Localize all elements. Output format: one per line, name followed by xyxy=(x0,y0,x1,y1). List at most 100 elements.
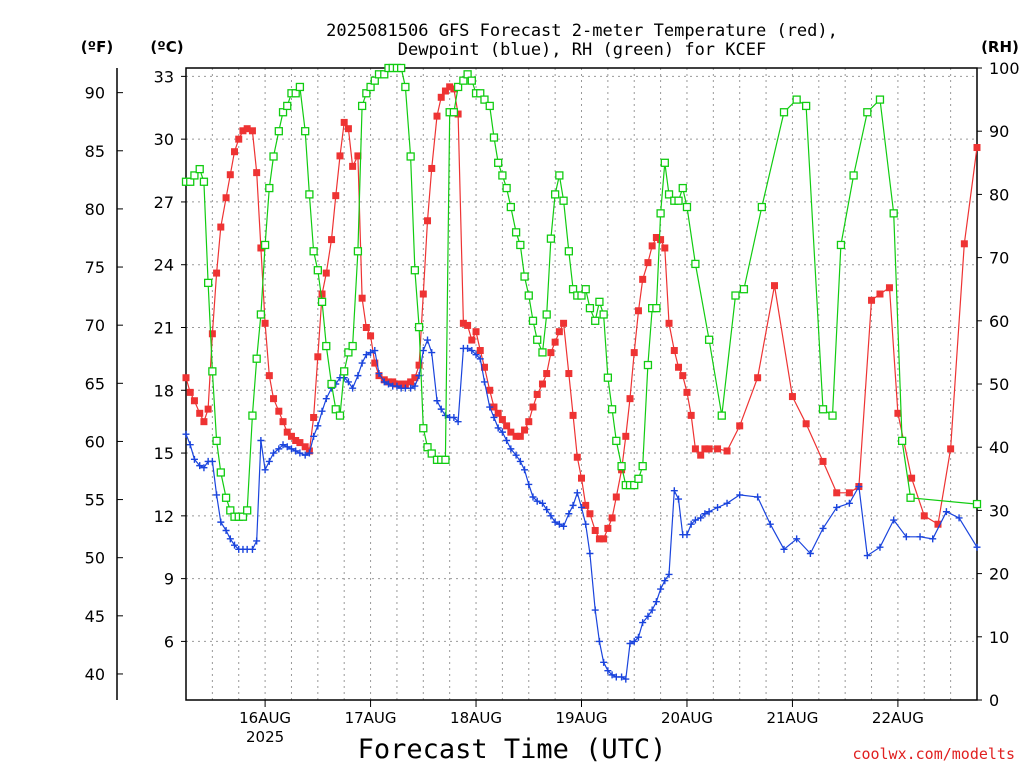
dewpoint-point xyxy=(222,526,230,534)
dewpoint-point xyxy=(780,545,788,553)
temperature-point xyxy=(697,451,705,459)
rh-point xyxy=(757,202,766,212)
dewpoint-point xyxy=(275,445,283,453)
rh-point xyxy=(818,405,828,414)
fahrenheit-tick-label: 90 xyxy=(85,84,105,103)
rh-point xyxy=(581,285,590,294)
dewpoint-point xyxy=(573,489,581,497)
rh-point xyxy=(568,285,578,294)
rh-point xyxy=(836,240,846,250)
x-tick-year-label: 2025 xyxy=(246,728,284,746)
dewpoint-point xyxy=(358,359,366,367)
temperature-point xyxy=(322,269,330,277)
temperature-point xyxy=(701,445,709,453)
temperature-point xyxy=(411,374,419,382)
rh-point xyxy=(195,164,204,174)
temperature-point xyxy=(419,290,427,298)
rh-point xyxy=(357,101,367,111)
dewpoint-point xyxy=(691,516,699,524)
celsius-tick-label: 15 xyxy=(154,444,174,463)
dewpoint-point xyxy=(697,514,705,522)
celsius-tick-label: 27 xyxy=(154,193,174,212)
rh-point xyxy=(704,335,714,344)
data-series xyxy=(181,63,982,683)
rh-point xyxy=(591,316,600,325)
dewpoint-point xyxy=(942,508,950,516)
rh-point xyxy=(423,443,432,452)
temperature-point xyxy=(543,370,551,378)
rh-point xyxy=(643,360,653,370)
rh-point xyxy=(550,190,560,199)
fahrenheit-tick-label: 40 xyxy=(85,665,105,684)
rh-point xyxy=(485,101,494,111)
dewpoint-point xyxy=(468,347,476,355)
rh-point xyxy=(305,190,314,199)
temperature-point xyxy=(407,378,415,386)
dewpoint-point xyxy=(380,378,388,386)
temperature-point xyxy=(591,526,599,534)
rh-point xyxy=(313,266,322,275)
rh-point xyxy=(283,101,292,111)
temperature-point xyxy=(231,148,239,156)
dewpoint-point xyxy=(538,499,546,507)
rh-point xyxy=(585,304,595,313)
temperature-point xyxy=(512,432,520,440)
rh-point xyxy=(362,89,371,98)
rh-point xyxy=(849,171,858,180)
dewpoint-point xyxy=(547,512,555,520)
temperature-point xyxy=(468,336,476,344)
rh-point xyxy=(498,171,507,180)
dewpoint-point xyxy=(265,457,273,465)
dewpoint-point xyxy=(618,673,626,681)
dewpoint-point xyxy=(196,462,204,470)
dewpoint-point xyxy=(916,533,924,541)
temperature-point xyxy=(876,290,884,298)
temperature-point xyxy=(248,127,256,135)
rh-point xyxy=(511,228,521,237)
temperature-point xyxy=(476,347,484,355)
rh-point xyxy=(494,158,503,167)
rh-point xyxy=(779,108,789,117)
dewpoint-point xyxy=(622,675,630,683)
rh-point xyxy=(533,335,542,344)
temperature-point xyxy=(675,363,683,371)
rh-point xyxy=(453,82,463,92)
temperature-point xyxy=(362,323,370,331)
rh-point xyxy=(366,82,375,92)
temperature-point xyxy=(691,445,699,453)
temperature-point xyxy=(626,395,634,403)
temperature-point xyxy=(332,192,340,200)
rh-point xyxy=(607,405,617,414)
temperature-point xyxy=(490,403,498,411)
dewpoint-point xyxy=(652,598,660,606)
temperature-point xyxy=(595,535,603,543)
plot-frame xyxy=(185,67,978,701)
celsius-tick-label: 12 xyxy=(154,507,174,526)
dewpoint-point xyxy=(604,667,612,675)
temperature-point xyxy=(578,474,585,482)
temperature-point xyxy=(714,445,722,453)
rh-point xyxy=(335,411,345,420)
dewpoint-point xyxy=(367,349,375,357)
rh-point xyxy=(897,436,907,446)
temperature-point xyxy=(239,127,247,135)
temperature-point xyxy=(644,259,652,267)
temperature-point xyxy=(371,359,379,367)
rh-point xyxy=(506,202,515,212)
celsius-tick-label: 24 xyxy=(154,256,174,275)
celsius-tick-label: 6 xyxy=(164,632,174,651)
dewpoint-point xyxy=(428,349,436,357)
dewpoint-point xyxy=(675,495,683,503)
temperature-point xyxy=(569,411,577,419)
fahrenheit-tick-label: 80 xyxy=(85,200,105,219)
fahrenheit-tick-label: 60 xyxy=(85,432,105,451)
rh-point xyxy=(691,259,700,269)
rh-point xyxy=(524,291,533,300)
dewpoint-point xyxy=(687,520,695,528)
temperature-point xyxy=(521,426,529,434)
temperature-point xyxy=(657,236,665,244)
dewpoint-point xyxy=(217,518,225,526)
rh-point xyxy=(792,95,801,104)
rh-point xyxy=(538,348,547,357)
dewpoint-point xyxy=(322,395,330,403)
